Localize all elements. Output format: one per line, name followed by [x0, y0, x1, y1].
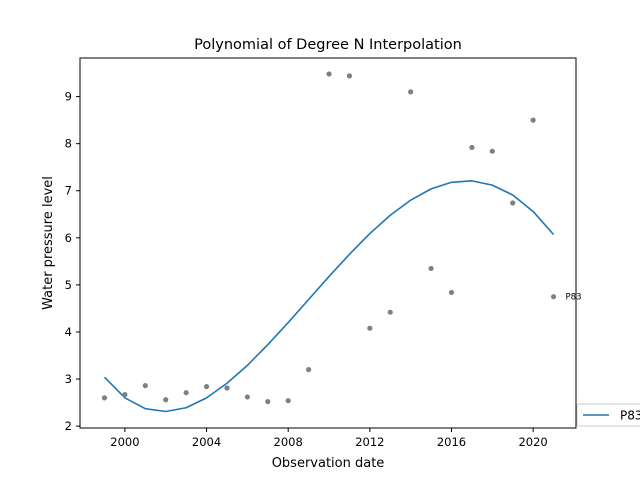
data-point: [122, 391, 128, 398]
series-line-p83: [103, 180, 555, 413]
data-point: [285, 398, 291, 404]
data-point: [224, 385, 230, 391]
x-tick-label: 2020: [518, 435, 547, 449]
chart-title: Polynomial of Degree N Interpolation: [194, 37, 462, 53]
x-tick-label: 2012: [355, 435, 384, 449]
legend-label: P83: [620, 409, 640, 423]
data-point: [530, 117, 536, 123]
data-point: [142, 383, 148, 389]
y-tick-label: 9: [65, 90, 72, 104]
x-tick-label: 2004: [192, 435, 221, 449]
x-tick-label: 2008: [274, 435, 303, 449]
data-point: [244, 394, 250, 400]
plot-area: P83: [101, 71, 582, 413]
x-tick-label: 2000: [110, 435, 139, 449]
x-tick-label: 2016: [437, 435, 466, 449]
data-point: [367, 325, 373, 331]
data-point: [448, 289, 455, 296]
y-tick-label: 2: [65, 419, 72, 433]
data-point: [550, 294, 557, 300]
y-tick-label: 4: [65, 325, 72, 339]
x-axis-label: Observation date: [272, 456, 385, 471]
data-point: [346, 73, 353, 79]
point-annotation: P83: [566, 293, 582, 303]
axes: 2000 2004 2008 2012 2016 2020 2 3 4 5 6 7 8 9: [65, 90, 548, 449]
data-point: [183, 390, 189, 396]
data-point: [306, 367, 312, 373]
data-point: [387, 309, 393, 315]
y-tick-label: 6: [65, 231, 72, 245]
y-tick-label: 5: [65, 278, 72, 292]
data-point: [428, 265, 434, 272]
y-tick-label: 7: [65, 184, 72, 198]
data-point: [326, 71, 332, 77]
data-point: [489, 148, 495, 154]
data-point: [163, 397, 169, 403]
y-axis-label: Water pressure level: [41, 176, 56, 310]
y-tick-label: 3: [65, 372, 72, 386]
data-point: [203, 383, 210, 390]
plot-frame: [79, 57, 577, 429]
data-point: [510, 200, 516, 206]
data-point: [265, 399, 271, 405]
data-point: [408, 89, 414, 95]
data-point: [101, 395, 108, 401]
y-tick-label: 8: [65, 137, 72, 151]
legend: P83: [576, 403, 640, 427]
data-point: [469, 144, 475, 151]
